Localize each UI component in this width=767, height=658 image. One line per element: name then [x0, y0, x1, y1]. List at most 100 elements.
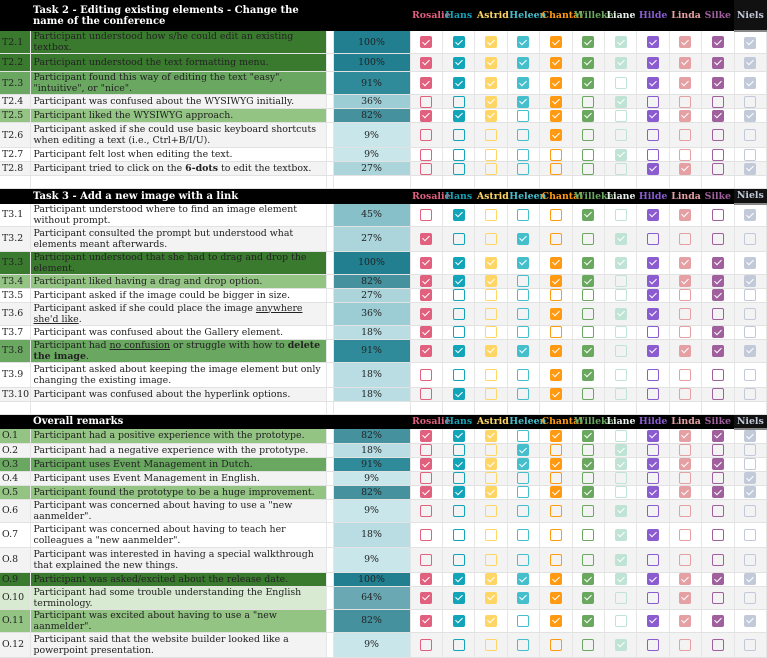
- checkbox-liane[interactable]: [614, 458, 627, 470]
- checkbox-hilde[interactable]: [647, 444, 660, 456]
- checkbox-silke[interactable]: [711, 36, 724, 48]
- checkbox-rosalie[interactable]: [420, 232, 433, 245]
- checkbox-niels[interactable]: [744, 430, 757, 443]
- checkbox-heleen[interactable]: [517, 444, 530, 456]
- checkbox-hilde[interactable]: [647, 429, 660, 442]
- checkbox-liane[interactable]: [614, 573, 627, 585]
- checkbox-astrid[interactable]: [485, 591, 498, 604]
- checkbox-linda[interactable]: [679, 614, 692, 627]
- checkbox-liane[interactable]: [614, 148, 627, 161]
- checkbox-rosalie[interactable]: [420, 388, 433, 400]
- checkbox-willeke[interactable]: [582, 368, 595, 381]
- checkbox-chantal[interactable]: [549, 56, 562, 69]
- checkbox-silke[interactable]: [711, 289, 724, 301]
- checkbox-linda[interactable]: [679, 458, 692, 470]
- checkbox-niels[interactable]: [744, 109, 757, 122]
- checkbox-astrid[interactable]: [485, 95, 498, 108]
- checkbox-hilde[interactable]: [647, 368, 660, 381]
- checkbox-rosalie[interactable]: [420, 129, 433, 141]
- checkbox-linda[interactable]: [679, 109, 692, 122]
- checkbox-heleen[interactable]: [517, 486, 530, 498]
- checkbox-chantal[interactable]: [549, 148, 562, 161]
- checkbox-niels[interactable]: [744, 289, 757, 301]
- checkbox-willeke[interactable]: [582, 573, 595, 585]
- checkbox-silke[interactable]: [711, 56, 724, 69]
- checkbox-heleen[interactable]: [517, 614, 530, 627]
- checkbox-linda[interactable]: [679, 77, 692, 89]
- checkbox-hilde[interactable]: [647, 458, 660, 470]
- checkbox-silke[interactable]: [711, 614, 724, 627]
- checkbox-hilde[interactable]: [647, 129, 660, 141]
- checkbox-niels[interactable]: [744, 444, 757, 456]
- checkbox-heleen[interactable]: [517, 573, 530, 585]
- checkbox-niels[interactable]: [744, 458, 757, 470]
- checkbox-silke[interactable]: [711, 458, 724, 470]
- checkbox-linda[interactable]: [679, 56, 692, 69]
- checkbox-niels[interactable]: [744, 388, 757, 400]
- checkbox-niels[interactable]: [744, 504, 757, 517]
- checkbox-hans[interactable]: [452, 528, 465, 541]
- checkbox-hilde[interactable]: [647, 528, 660, 541]
- checkbox-willeke[interactable]: [582, 36, 595, 48]
- checkbox-silke[interactable]: [711, 591, 724, 604]
- checkbox-astrid[interactable]: [485, 614, 498, 627]
- checkbox-astrid[interactable]: [485, 528, 498, 541]
- checkbox-willeke[interactable]: [582, 109, 595, 122]
- checkbox-chantal[interactable]: [549, 486, 562, 498]
- checkbox-astrid[interactable]: [485, 486, 498, 498]
- checkbox-linda[interactable]: [679, 528, 692, 541]
- checkbox-niels[interactable]: [744, 77, 757, 89]
- checkbox-hans[interactable]: [452, 208, 465, 221]
- checkbox-heleen[interactable]: [517, 232, 530, 245]
- checkbox-niels[interactable]: [744, 95, 757, 108]
- checkbox-hans[interactable]: [452, 444, 465, 456]
- checkbox-silke[interactable]: [711, 162, 724, 175]
- checkbox-liane[interactable]: [614, 162, 627, 175]
- checkbox-heleen[interactable]: [517, 162, 530, 175]
- checkbox-heleen[interactable]: [517, 388, 530, 400]
- checkbox-hilde[interactable]: [647, 275, 660, 287]
- checkbox-astrid[interactable]: [485, 162, 498, 175]
- checkbox-astrid[interactable]: [485, 109, 498, 122]
- checkbox-niels[interactable]: [744, 129, 757, 141]
- checkbox-chantal[interactable]: [549, 77, 562, 89]
- checkbox-willeke[interactable]: [582, 56, 595, 69]
- checkbox-silke[interactable]: [711, 326, 724, 338]
- checkbox-rosalie[interactable]: [420, 368, 433, 381]
- checkbox-chantal[interactable]: [549, 256, 562, 269]
- checkbox-silke[interactable]: [711, 368, 724, 381]
- checkbox-linda[interactable]: [679, 472, 692, 484]
- checkbox-liane[interactable]: [614, 591, 627, 604]
- checkbox-rosalie[interactable]: [420, 56, 433, 69]
- checkbox-liane[interactable]: [614, 504, 627, 517]
- checkbox-willeke[interactable]: [582, 208, 595, 221]
- checkbox-astrid[interactable]: [485, 289, 498, 301]
- checkbox-liane[interactable]: [614, 368, 627, 381]
- checkbox-willeke[interactable]: [582, 504, 595, 517]
- checkbox-heleen[interactable]: [517, 326, 530, 338]
- checkbox-willeke[interactable]: [582, 388, 595, 400]
- checkbox-hilde[interactable]: [647, 472, 660, 484]
- checkbox-willeke[interactable]: [582, 528, 595, 541]
- checkbox-linda[interactable]: [679, 444, 692, 456]
- checkbox-liane[interactable]: [614, 289, 627, 301]
- checkbox-hans[interactable]: [452, 638, 465, 651]
- checkbox-astrid[interactable]: [485, 458, 498, 470]
- checkbox-silke[interactable]: [711, 208, 724, 221]
- checkbox-willeke[interactable]: [582, 344, 595, 357]
- checkbox-willeke[interactable]: [582, 256, 595, 269]
- checkbox-chantal[interactable]: [549, 368, 562, 381]
- checkbox-niels[interactable]: [744, 326, 757, 338]
- checkbox-hans[interactable]: [452, 553, 465, 566]
- checkbox-hans[interactable]: [452, 256, 465, 269]
- checkbox-niels[interactable]: [744, 472, 757, 484]
- checkbox-liane[interactable]: [614, 232, 627, 245]
- checkbox-willeke[interactable]: [582, 458, 595, 470]
- checkbox-hilde[interactable]: [647, 638, 660, 651]
- checkbox-hilde[interactable]: [647, 307, 660, 320]
- checkbox-chantal[interactable]: [549, 504, 562, 517]
- checkbox-chantal[interactable]: [549, 344, 562, 357]
- checkbox-liane[interactable]: [614, 553, 627, 566]
- checkbox-heleen[interactable]: [517, 36, 530, 48]
- checkbox-rosalie[interactable]: [420, 208, 433, 221]
